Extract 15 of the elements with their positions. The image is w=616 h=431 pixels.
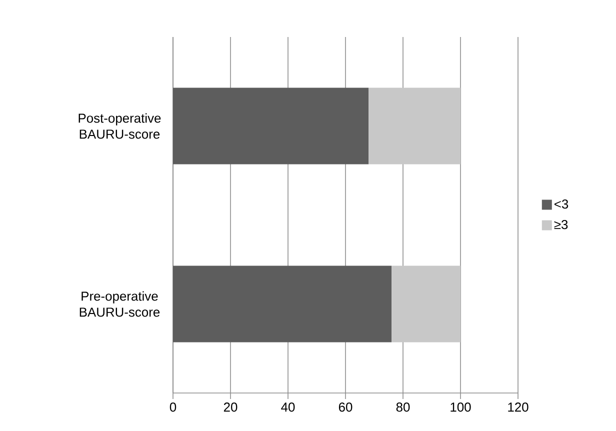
x-tick-label: 120 — [508, 402, 528, 412]
x-tick-label: 20 — [224, 402, 238, 412]
x-tick-label: 0 — [170, 402, 176, 412]
y-tick-label: Pre-operative BAURU-score — [80, 291, 160, 317]
x-tick-label: 40 — [281, 402, 295, 412]
x-tick-label: 60 — [338, 402, 352, 412]
bar — [368, 88, 461, 164]
x-tick-label: 80 — [396, 402, 410, 412]
legend-label: <3 — [554, 199, 568, 209]
bar — [173, 266, 392, 342]
bar — [392, 266, 461, 342]
legend-label: ≥3 — [554, 220, 568, 230]
bar — [173, 88, 369, 164]
x-tick-label: 100 — [450, 402, 471, 412]
y-tick-label: Post-operative BAURU-score — [78, 113, 161, 139]
